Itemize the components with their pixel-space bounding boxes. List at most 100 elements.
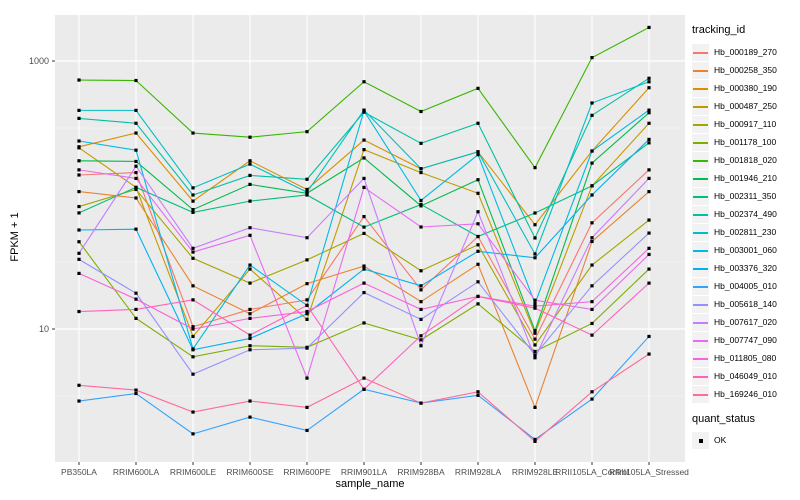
legend-key-swatch bbox=[692, 349, 709, 367]
legend-key-line bbox=[693, 375, 708, 378]
data-point bbox=[362, 231, 366, 235]
legend-item: Hb_000380_190 bbox=[692, 79, 798, 97]
data-point bbox=[476, 121, 480, 125]
data-point bbox=[77, 139, 81, 143]
data-point bbox=[305, 190, 309, 194]
data-point bbox=[647, 168, 651, 172]
data-point bbox=[305, 309, 309, 314]
data-point bbox=[191, 193, 195, 197]
x-tick-label: RRIM928LE bbox=[512, 467, 559, 477]
y-tick-label: 1000 bbox=[29, 56, 49, 66]
data-point bbox=[77, 116, 81, 120]
y-axis-title: FPKM + 1 bbox=[9, 212, 21, 262]
data-point bbox=[305, 317, 309, 321]
data-point bbox=[134, 131, 138, 135]
data-point bbox=[647, 246, 651, 250]
data-point bbox=[191, 284, 195, 288]
legend-key-line bbox=[693, 177, 708, 180]
data-point bbox=[191, 208, 195, 212]
x-tick-label: RRIM600LE bbox=[170, 467, 217, 477]
data-point bbox=[305, 187, 309, 192]
data-point bbox=[590, 101, 594, 105]
data-point bbox=[191, 348, 195, 352]
data-point bbox=[533, 211, 537, 215]
legend-item: Hb_046049_010 bbox=[692, 367, 798, 385]
legend-item: Hb_001178_100 bbox=[692, 133, 798, 151]
data-point bbox=[533, 405, 537, 409]
data-point bbox=[533, 166, 537, 170]
data-point bbox=[77, 257, 81, 261]
legend-key-swatch bbox=[692, 61, 709, 79]
data-point bbox=[248, 162, 252, 166]
legend-key-line bbox=[693, 123, 708, 126]
data-point bbox=[533, 356, 537, 360]
data-point bbox=[647, 137, 651, 141]
data-point bbox=[134, 391, 138, 396]
data-point bbox=[362, 321, 366, 325]
data-point bbox=[191, 210, 195, 214]
legend-key-line bbox=[693, 267, 708, 270]
data-point bbox=[476, 234, 480, 239]
legend-key-swatch bbox=[692, 367, 709, 385]
data-point bbox=[362, 376, 366, 380]
legend-key-line bbox=[693, 303, 708, 306]
data-point bbox=[533, 349, 537, 354]
data-point bbox=[248, 336, 252, 341]
data-point bbox=[590, 307, 594, 312]
data-point bbox=[590, 397, 594, 401]
legend-quant-item: OK bbox=[692, 431, 798, 449]
legend-key-swatch bbox=[692, 259, 709, 277]
data-point bbox=[305, 282, 309, 286]
data-point bbox=[305, 298, 309, 302]
data-point bbox=[419, 307, 423, 312]
data-point bbox=[362, 387, 366, 391]
legend-key-line bbox=[693, 141, 708, 144]
data-point bbox=[134, 297, 138, 301]
data-point bbox=[533, 439, 537, 443]
data-point bbox=[647, 267, 651, 271]
legend: tracking_id Hb_000189_270 Hb_000258_350 Hb… bbox=[692, 24, 798, 449]
data-point bbox=[419, 300, 423, 304]
data-point bbox=[305, 428, 309, 433]
legend-item-label: Hb_002811_230 bbox=[714, 227, 777, 237]
legend-item-label: Hb_003001_060 bbox=[714, 245, 777, 255]
data-point bbox=[305, 405, 309, 409]
data-point bbox=[77, 309, 81, 314]
legend-item-label: Hb_001946_210 bbox=[714, 173, 777, 183]
data-point bbox=[305, 376, 309, 380]
data-point bbox=[533, 304, 537, 308]
legend-item-label: Hb_002374_490 bbox=[714, 209, 777, 219]
data-point bbox=[590, 184, 594, 188]
legend-item-label: Hb_003376_320 bbox=[714, 263, 777, 273]
legend-item: Hb_007617_020 bbox=[692, 313, 798, 331]
legend-item: Hb_000258_350 bbox=[692, 61, 798, 79]
x-tick-label: RRIM901LA bbox=[341, 467, 388, 477]
data-point bbox=[305, 312, 309, 316]
data-point bbox=[476, 294, 480, 299]
data-point bbox=[647, 231, 651, 235]
data-point bbox=[77, 383, 81, 387]
legend-item: Hb_000917_110 bbox=[692, 115, 798, 133]
data-point bbox=[134, 159, 138, 164]
data-point bbox=[647, 141, 651, 145]
legend-item: Hb_001946_210 bbox=[692, 169, 798, 187]
data-point bbox=[248, 263, 252, 267]
data-point bbox=[647, 108, 651, 112]
data-point bbox=[362, 80, 366, 84]
legend-title-quant-status: quant_status bbox=[692, 413, 755, 425]
data-point bbox=[77, 251, 81, 255]
data-point bbox=[647, 252, 651, 257]
data-point bbox=[590, 239, 594, 244]
legend-item-label: Hb_002311_350 bbox=[714, 191, 777, 201]
data-point bbox=[590, 300, 594, 304]
legend-item-label: Hb_000258_350 bbox=[714, 65, 777, 75]
data-point bbox=[590, 236, 594, 240]
data-point bbox=[419, 344, 423, 348]
data-point bbox=[362, 138, 366, 142]
data-point bbox=[191, 325, 195, 329]
legend-key-swatch bbox=[692, 79, 709, 97]
data-point bbox=[77, 78, 81, 82]
legend-item: Hb_002811_230 bbox=[692, 223, 798, 241]
data-point bbox=[77, 173, 81, 177]
data-point bbox=[647, 76, 651, 80]
